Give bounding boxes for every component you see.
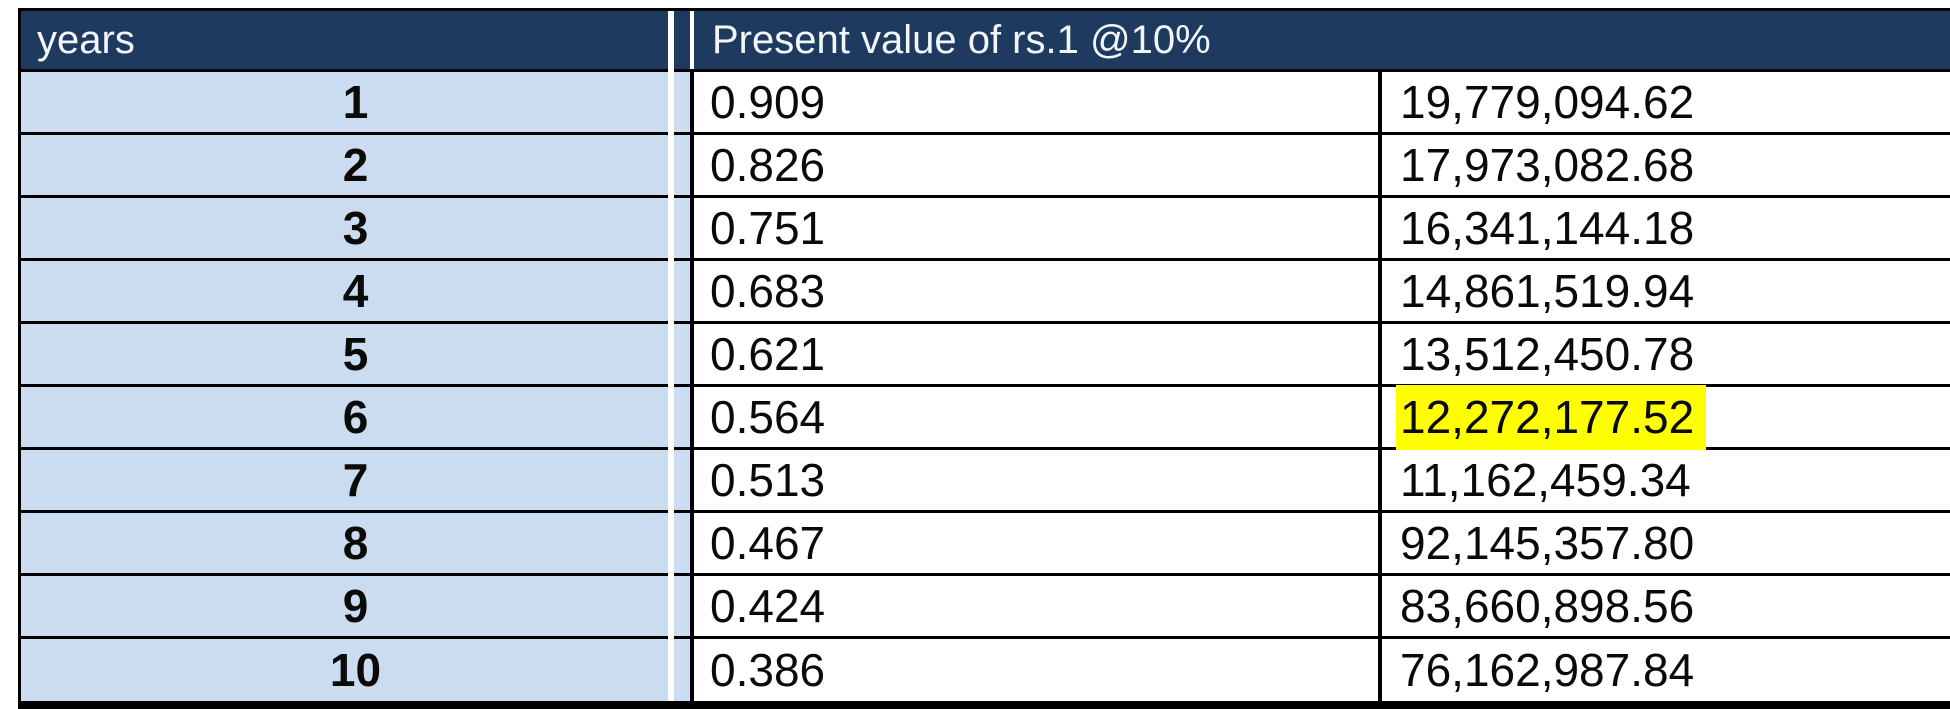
amount-cell: 14,861,519.94 bbox=[1382, 261, 1950, 321]
year-cell: 8 bbox=[21, 513, 694, 573]
present-value-column-header: Present value of rs.1 @10% bbox=[694, 11, 1950, 69]
year-cell: 9 bbox=[21, 576, 694, 636]
amount-cell: 11,162,459.34 bbox=[1382, 450, 1950, 510]
table-row: 3 0.751 16,341,144.18 bbox=[21, 198, 1950, 261]
year-value: 6 bbox=[342, 391, 369, 443]
factor-cell: 0.751 bbox=[694, 198, 1382, 258]
table-body: 1 0.909 19,779,094.62 2 0.826 17,973,082.68 3 0… bbox=[21, 72, 1950, 701]
factor-value: 0.513 bbox=[710, 454, 826, 506]
amount-cell: 17,973,082.68 bbox=[1382, 135, 1950, 195]
factor-cell: 0.513 bbox=[694, 450, 1382, 510]
factor-value: 0.683 bbox=[710, 265, 826, 317]
year-cell: 2 bbox=[21, 135, 694, 195]
factor-value: 0.826 bbox=[710, 139, 826, 191]
factor-cell: 0.683 bbox=[694, 261, 1382, 321]
years-column-header: years bbox=[21, 11, 694, 69]
table-row: 1 0.909 19,779,094.62 bbox=[21, 72, 1950, 135]
factor-cell: 0.826 bbox=[694, 135, 1382, 195]
amount-value: 92,145,357.80 bbox=[1400, 517, 1695, 569]
factor-value: 0.386 bbox=[710, 644, 826, 696]
factor-value: 0.909 bbox=[710, 76, 826, 128]
year-cell: 7 bbox=[21, 450, 694, 510]
highlighted-amount-value: 12,272,177.52 bbox=[1396, 384, 1707, 450]
amount-value: 19,779,094.62 bbox=[1400, 76, 1695, 128]
table-row: 6 0.564 12,272,177.52 bbox=[21, 384, 1950, 450]
column-gap-line bbox=[668, 11, 674, 701]
year-value: 3 bbox=[342, 202, 369, 254]
amount-value: 11,162,459.34 bbox=[1400, 454, 1691, 506]
factor-value: 0.621 bbox=[710, 328, 826, 380]
present-value-header-label: Present value of rs.1 @10% bbox=[712, 17, 1211, 62]
year-value: 10 bbox=[329, 644, 382, 696]
table-row: 7 0.513 11,162,459.34 bbox=[21, 450, 1950, 513]
amount-cell: 19,779,094.62 bbox=[1382, 72, 1950, 132]
amount-cell: 16,341,144.18 bbox=[1382, 198, 1950, 258]
year-cell: 10 bbox=[21, 639, 694, 701]
factor-value: 0.424 bbox=[710, 580, 826, 632]
years-header-label: years bbox=[37, 17, 135, 62]
factor-cell: 0.386 bbox=[694, 639, 1382, 701]
table-row: 9 0.424 83,660,898.56 bbox=[21, 576, 1950, 639]
year-cell: 4 bbox=[21, 261, 694, 321]
year-value: 7 bbox=[342, 454, 369, 506]
year-value: 2 bbox=[342, 139, 369, 191]
factor-cell: 0.467 bbox=[694, 513, 1382, 573]
year-value: 5 bbox=[342, 328, 369, 380]
table-header-row: years Present value of rs.1 @10% bbox=[21, 11, 1950, 72]
year-cell: 3 bbox=[21, 198, 694, 258]
table-row: 10 0.386 76,162,987.84 bbox=[21, 639, 1950, 701]
factor-cell: 0.909 bbox=[694, 72, 1382, 132]
year-value: 1 bbox=[342, 76, 369, 128]
year-cell: 5 bbox=[21, 324, 694, 384]
amount-cell: 76,162,987.84 bbox=[1382, 639, 1950, 701]
year-value: 9 bbox=[342, 580, 369, 632]
table-row: 5 0.621 13,512,450.78 bbox=[21, 324, 1950, 387]
amount-cell: 92,145,357.80 bbox=[1382, 513, 1950, 573]
year-value: 8 bbox=[342, 517, 369, 569]
factor-value: 0.564 bbox=[710, 391, 826, 443]
factor-cell: 0.621 bbox=[694, 324, 1382, 384]
year-value: 4 bbox=[342, 265, 369, 317]
amount-cell: 12,272,177.52 bbox=[1382, 384, 1950, 450]
present-value-table: years Present value of rs.1 @10% 1 0.909 1… bbox=[18, 8, 1950, 709]
year-cell: 6 bbox=[21, 387, 694, 447]
amount-value: 76,162,987.84 bbox=[1400, 644, 1695, 696]
amount-cell: 83,660,898.56 bbox=[1382, 576, 1950, 636]
amount-value: 13,512,450.78 bbox=[1400, 328, 1695, 380]
amount-value: 14,861,519.94 bbox=[1400, 265, 1695, 317]
amount-value: 83,660,898.56 bbox=[1400, 580, 1695, 632]
factor-value: 0.751 bbox=[710, 202, 826, 254]
amount-cell: 13,512,450.78 bbox=[1382, 324, 1950, 384]
year-cell: 1 bbox=[21, 72, 694, 132]
amount-value: 16,341,144.18 bbox=[1400, 202, 1695, 254]
factor-value: 0.467 bbox=[710, 517, 826, 569]
factor-cell: 0.564 bbox=[694, 387, 1382, 447]
factor-cell: 0.424 bbox=[694, 576, 1382, 636]
table-row: 4 0.683 14,861,519.94 bbox=[21, 261, 1950, 324]
table-row: 2 0.826 17,973,082.68 bbox=[21, 135, 1950, 198]
amount-value: 17,973,082.68 bbox=[1400, 139, 1695, 191]
table-row: 8 0.467 92,145,357.80 bbox=[21, 513, 1950, 576]
